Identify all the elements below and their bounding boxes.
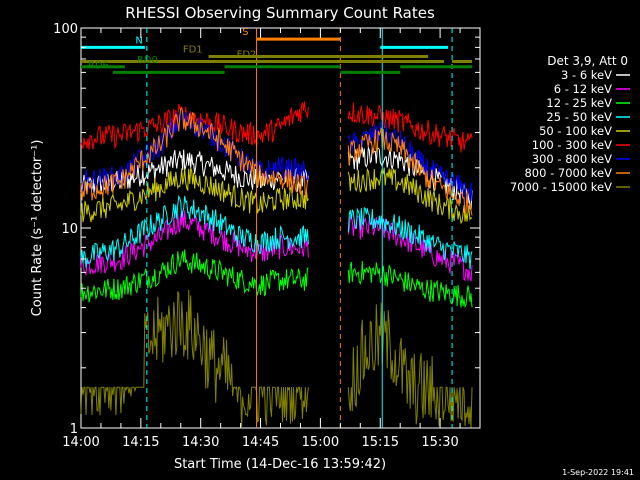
chart-title: RHESSI Observing Summary Count Rates: [125, 4, 435, 22]
legend-label-6: 100 - 300 keV: [532, 138, 612, 152]
flag-label-fd2: FD2: [237, 49, 257, 60]
x-tick-label-2: 14:15: [122, 435, 159, 450]
legend-header: Det 3,9, Att 0: [547, 54, 628, 68]
y-axis: 1 10 100: [53, 22, 480, 437]
series-line-3: [80, 249, 473, 309]
x-tick-label-3: 14:30: [182, 435, 219, 450]
legend-label-7: 300 - 800 keV: [532, 152, 612, 166]
x-tick-label-4: 14:45: [242, 435, 279, 450]
y-tick-label-2: 10: [61, 222, 78, 237]
legend-label-9: 7000 - 15000 keV: [510, 180, 612, 194]
legend-label-8: 800 - 7000 keV: [524, 166, 612, 180]
x-axis: 14:00 14:15 14:30 14:45 15:00 15:15 15:30: [62, 28, 481, 450]
flag-label-rd0: RD0: [137, 55, 158, 66]
footer-date: 1-Sep-2022 19:41: [562, 468, 634, 477]
legend-label-4: 25 - 50 keV: [546, 110, 612, 124]
y-tick-label-1: 1: [70, 422, 78, 437]
series-line-6: [80, 101, 473, 153]
x-tick-label-6: 15:15: [362, 435, 399, 450]
flag-label-rd6: RD6: [88, 60, 109, 71]
series-line-8: [80, 107, 473, 216]
legend-label-2: 6 - 12 keV: [554, 82, 612, 96]
legend-label-1: 3 - 6 keV: [561, 68, 612, 82]
x-tick-label-7: 15:30: [421, 435, 458, 450]
series-line-4: [80, 194, 473, 270]
legend-label-5: 50 - 100 keV: [539, 124, 612, 138]
plot-area: N S FD1 FD2 RD0 RD6: [80, 27, 481, 429]
y-axis-label: Count Rate (s⁻¹ detector⁻¹): [30, 140, 45, 317]
flag-label-n: N: [135, 35, 142, 46]
legend-label-3: 12 - 25 keV: [546, 96, 612, 110]
series-line-9: [80, 289, 473, 429]
y-tick-label-3: 100: [53, 22, 78, 37]
flag-label-fd1: FD1: [183, 45, 203, 56]
x-tick-label-5: 15:00: [302, 435, 339, 450]
x-axis-label: Start Time (14-Dec-16 13:59:42): [174, 457, 386, 472]
x-tick-label-1: 14:00: [62, 435, 99, 450]
series-line-5: [80, 167, 473, 225]
flag-label-s: S: [242, 27, 248, 38]
